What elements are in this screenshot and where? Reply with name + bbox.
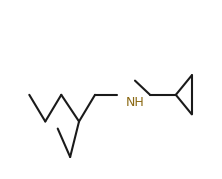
Text: NH: NH: [126, 96, 145, 109]
